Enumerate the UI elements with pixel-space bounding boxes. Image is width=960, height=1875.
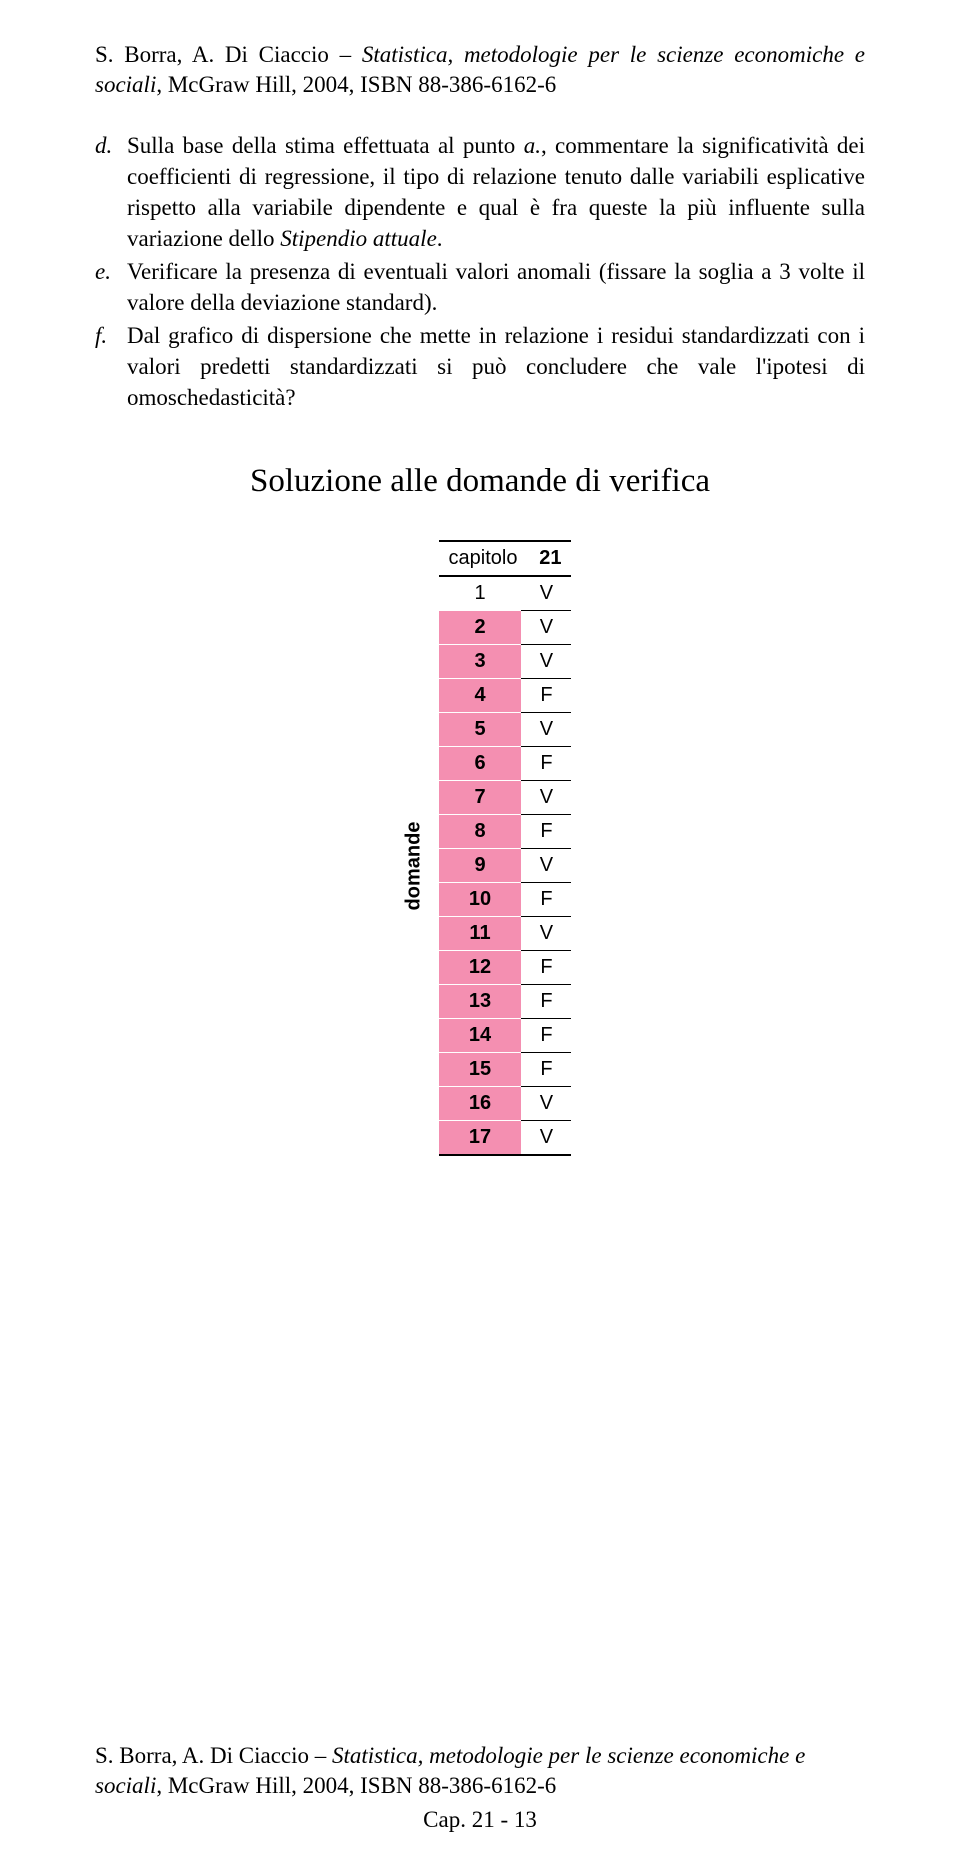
question-number: 8: [439, 815, 522, 849]
answer-value: V: [521, 781, 571, 815]
list-item: d. Sulla base della stima effettuata al …: [95, 130, 865, 254]
question-number: 13: [439, 985, 522, 1019]
header-publisher: , McGraw Hill, 2004, ISBN 88-386-6162-6: [156, 72, 556, 97]
question-number: 3: [439, 645, 522, 679]
question-number: 16: [439, 1087, 522, 1121]
footer-publisher: , McGraw Hill, 2004, ISBN 88-386-6162-6: [156, 1773, 556, 1798]
question-number: 15: [439, 1053, 522, 1087]
capitolo-label: capitolo: [439, 541, 522, 576]
answer-value: V: [521, 611, 571, 645]
answer-value: F: [521, 1019, 571, 1053]
page-number: Cap. 21 - 13: [95, 1805, 865, 1835]
answer-value: V: [521, 917, 571, 951]
table-header-row: capitolo 21: [389, 541, 572, 576]
side-label-cell: domande: [389, 576, 439, 1155]
answer-value: V: [521, 849, 571, 883]
exercise-list: d. Sulla base della stima effettuata al …: [95, 130, 865, 413]
list-text: Dal grafico di dispersione che mette in …: [127, 320, 865, 413]
question-number: 12: [439, 951, 522, 985]
answer-value: V: [521, 576, 571, 611]
footer-authors: S. Borra, A. Di Ciaccio –: [95, 1743, 332, 1768]
list-marker: e.: [95, 256, 127, 318]
list-text: Sulla base della stima effettuata al pun…: [127, 130, 865, 254]
question-number: 10: [439, 883, 522, 917]
question-number: 5: [439, 713, 522, 747]
question-number: 14: [439, 1019, 522, 1053]
answer-value: F: [521, 985, 571, 1019]
list-item: e. Verificare la presenza di eventuali v…: [95, 256, 865, 318]
answer-value: V: [521, 1087, 571, 1121]
list-marker: d.: [95, 130, 127, 254]
question-number: 4: [439, 679, 522, 713]
answer-value: F: [521, 883, 571, 917]
footer: S. Borra, A. Di Ciaccio – Statistica, me…: [95, 1741, 865, 1835]
question-number: 11: [439, 917, 522, 951]
answer-value: F: [521, 951, 571, 985]
header-authors: S. Borra, A. Di Ciaccio –: [95, 42, 362, 67]
question-number: 6: [439, 747, 522, 781]
answer-value: F: [521, 1053, 571, 1087]
list-marker: f.: [95, 320, 127, 413]
question-number: 17: [439, 1121, 522, 1156]
question-number: 1: [439, 576, 522, 611]
answer-value: V: [521, 1121, 571, 1156]
answer-value: V: [521, 713, 571, 747]
table-row: domande1V: [389, 576, 572, 611]
answer-table-wrap: capitolo 21 domande1V2V3V4F5V6F7V8F9V10F…: [95, 540, 865, 1156]
answer-value: F: [521, 679, 571, 713]
capitolo-number: 21: [521, 541, 571, 576]
header-reference: S. Borra, A. Di Ciaccio – Statistica, me…: [95, 40, 865, 100]
question-number: 7: [439, 781, 522, 815]
list-item: f. Dal grafico di dispersione che mette …: [95, 320, 865, 413]
list-text: Verificare la presenza di eventuali valo…: [127, 256, 865, 318]
answer-value: F: [521, 747, 571, 781]
domande-label: domande: [402, 821, 425, 910]
answer-table: capitolo 21 domande1V2V3V4F5V6F7V8F9V10F…: [389, 540, 572, 1156]
answer-value: V: [521, 645, 571, 679]
section-title: Soluzione alle domande di verifica: [95, 463, 865, 500]
question-number: 2: [439, 611, 522, 645]
footer-reference: S. Borra, A. Di Ciaccio – Statistica, me…: [95, 1741, 865, 1801]
question-number: 9: [439, 849, 522, 883]
answer-value: F: [521, 815, 571, 849]
